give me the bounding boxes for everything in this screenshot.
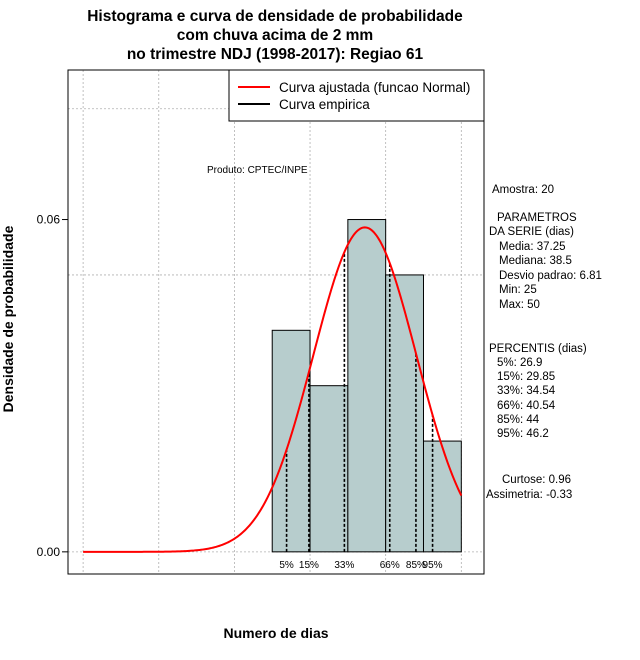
legend: Curva ajustada (funcao Normal) Curva emp…	[228, 69, 485, 122]
param-sd: Desvio padrao: 6.81	[499, 270, 602, 282]
y-tick-label: 0.00	[37, 545, 61, 559]
histogram-bars	[271, 219, 462, 553]
percentil-95: 95%: 46.2	[497, 428, 549, 440]
percentile-label: 95%	[423, 560, 443, 571]
skewness: Assimetria: -0.33	[486, 489, 572, 501]
percentil-85: 85%: 44	[497, 414, 540, 426]
chart-title-line-3: no trimestre NDJ (1998-2017): Regiao 61	[127, 46, 424, 63]
legend-box	[228, 69, 485, 122]
params-title-2: DA SERIE (dias)	[489, 226, 574, 238]
percentil-15: 15%: 29.85	[497, 371, 555, 383]
percentile-label: 15%	[299, 560, 319, 571]
params-title-1: PARAMETROS	[497, 212, 577, 224]
percentile-label: 33%	[334, 560, 354, 571]
param-median: Mediana: 38.5	[499, 255, 572, 267]
histogram-bar	[347, 219, 387, 553]
y-tick-label: 0.06	[37, 213, 61, 227]
param-mean: Media: 37.25	[499, 241, 566, 253]
percentil-5: 5%: 26.9	[497, 357, 542, 369]
legend-label-normal: Curva ajustada (funcao Normal)	[279, 80, 470, 95]
legend-label-empirical: Curva empirica	[279, 97, 370, 112]
percentile-label: 5%	[279, 560, 294, 571]
histogram-bar	[385, 274, 424, 553]
product-label: Produto: CPTEC/INPE	[207, 165, 308, 176]
y-axis-title: Densidade de probabilidade	[0, 225, 16, 412]
histogram-bar	[309, 385, 349, 553]
y-axis: 0.00 0.06	[37, 213, 68, 559]
histogram-bar	[271, 329, 311, 553]
param-max: Max: 50	[499, 299, 540, 311]
param-min: Min: 25	[499, 284, 537, 296]
chart-title-line-2: com chuva acima de 2 mm	[177, 27, 373, 44]
stats-panel: Amostra: 20 PARAMETROS DA SERIE (dias) M…	[486, 184, 602, 501]
percentil-33: 33%: 34.54	[497, 385, 556, 397]
percentile-label: 85%	[406, 560, 426, 571]
histogram-bar	[422, 440, 462, 553]
percentis-title: PERCENTIS (dias)	[489, 343, 587, 355]
normal-curve	[83, 226, 463, 553]
percentile-lines: 5% 15% 33% 66% 85%95%	[279, 252, 443, 571]
percentile-label: 66%	[380, 560, 400, 571]
chart-title-line-1: Histograma e curva de densidade de proba…	[87, 8, 463, 25]
kurtosis: Curtose: 0.96	[502, 474, 571, 486]
x-axis-title: Numero de dias	[223, 625, 328, 641]
percentil-66: 66%: 40.54	[497, 400, 556, 412]
sample-size: Amostra: 20	[492, 184, 554, 196]
normal-curve-line	[83, 226, 463, 553]
